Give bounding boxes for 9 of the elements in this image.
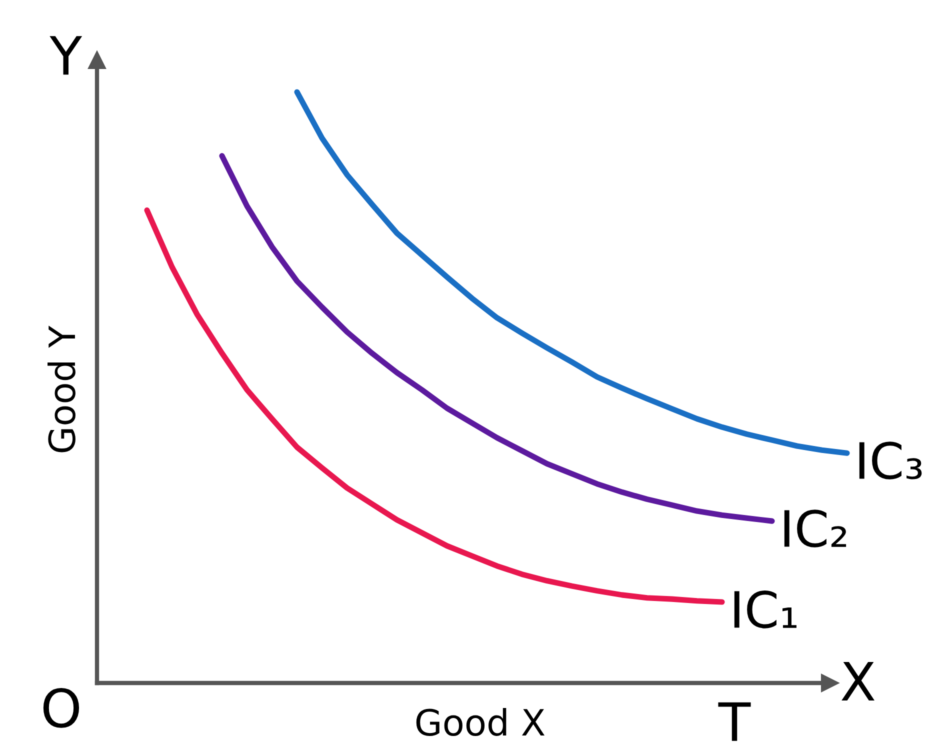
- text: O: [43, 688, 80, 728]
- series-label: IC₃: [859, 442, 922, 480]
- series-label: IC₁: [734, 590, 796, 628]
- x-axis-title: Good X: [416, 708, 545, 736]
- text: T: [718, 702, 751, 741]
- annotation: X: [842, 662, 875, 701]
- series-label: IC₂: [784, 510, 846, 548]
- y-axis-title: Good Y: [48, 326, 76, 452]
- text: Y: [50, 36, 82, 75]
